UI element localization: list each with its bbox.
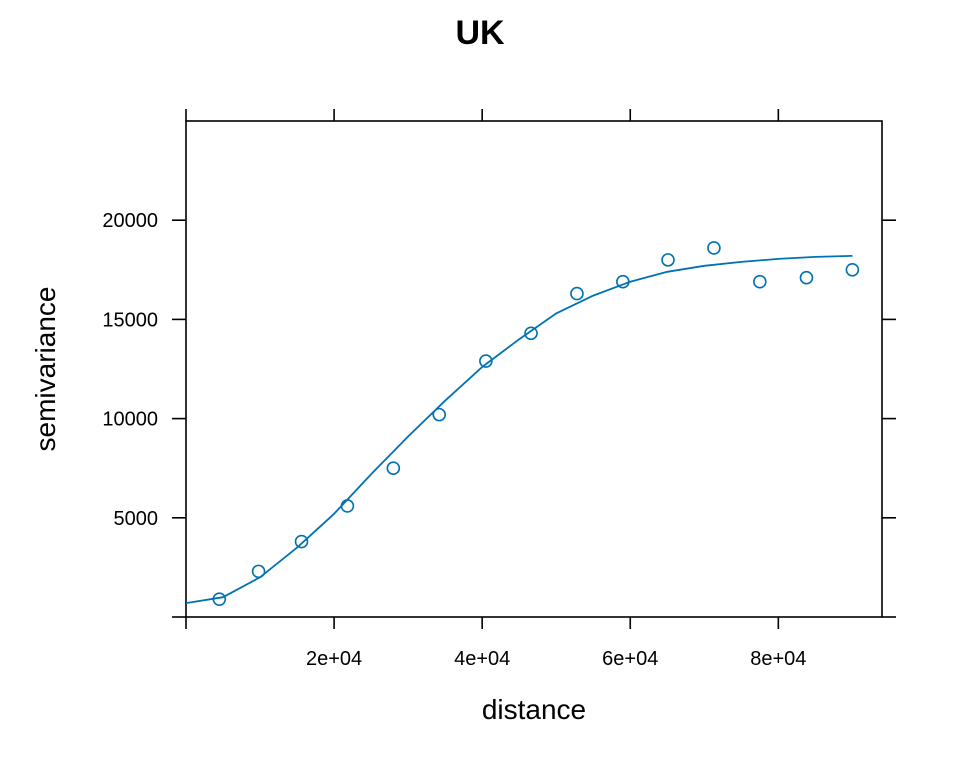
data-point bbox=[799, 270, 814, 285]
y-tick-label: 20000 bbox=[102, 210, 158, 232]
x-tick-label: 2e+04 bbox=[306, 648, 362, 670]
x-axis-label: distance bbox=[482, 694, 586, 725]
x-tick-label: 4e+04 bbox=[454, 648, 510, 670]
y-tick-label: 15000 bbox=[102, 309, 158, 331]
y-tick-label: 10000 bbox=[102, 409, 158, 431]
chart-title: UK bbox=[455, 14, 505, 52]
data-point bbox=[616, 274, 630, 289]
data-point bbox=[524, 326, 538, 341]
x-tick-label: 6e+04 bbox=[602, 648, 658, 670]
data-points bbox=[212, 241, 860, 606]
data-point bbox=[753, 274, 767, 289]
data-point bbox=[479, 354, 493, 368]
data-point bbox=[432, 407, 447, 422]
data-point bbox=[340, 499, 355, 513]
data-point bbox=[386, 461, 401, 476]
data-point bbox=[294, 534, 309, 549]
data-point bbox=[251, 564, 266, 579]
axes: 2e+04 4e+04 6e+04 8e+04 5000 10000 15000 20000 bbox=[102, 109, 896, 670]
fitted-curve bbox=[185, 255, 853, 604]
y-tick-label: 5000 bbox=[114, 508, 159, 530]
data-point bbox=[707, 241, 721, 255]
data-point bbox=[212, 592, 227, 606]
plot-frame bbox=[185, 120, 883, 618]
data-point bbox=[661, 253, 675, 267]
data-point bbox=[845, 262, 860, 277]
y-axis-label: semivariance bbox=[30, 287, 61, 452]
data-point bbox=[570, 286, 584, 301]
x-tick-label: 8e+04 bbox=[750, 648, 806, 670]
